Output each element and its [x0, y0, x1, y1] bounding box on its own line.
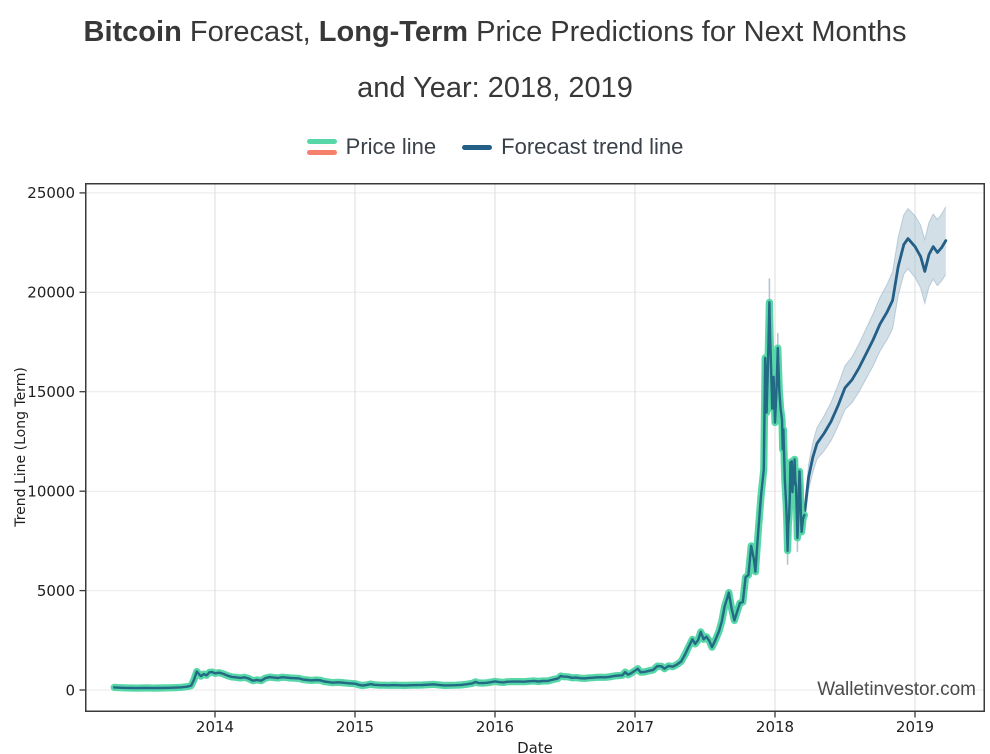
legend-item-forecast: Forecast trend line [462, 134, 683, 160]
x-tick-label: 2017 [616, 718, 654, 736]
confidence-band [804, 206, 946, 523]
title-word-bitcoin: Bitcoin [83, 16, 182, 48]
title-line-1: Bitcoin Forecast, Long-Term Price Predic… [0, 4, 990, 60]
price-line-swatch [306, 139, 337, 155]
x-tick-label: 2019 [896, 718, 934, 736]
title-word-longterm: Long-Term [318, 16, 469, 48]
title-seg-predictions: Price Predictions for Next Months [468, 16, 907, 48]
x-axis-label: Date [517, 739, 553, 754]
plot-border [85, 183, 985, 712]
chart-legend: Price line Forecast trend line [0, 129, 990, 165]
y-tick-label: 5000 [37, 582, 75, 600]
legend-label-price: Price line [345, 134, 437, 159]
plot-svg: 2014 2015 2016 2017 2018 2019 0 5000 10000 15000 2… [13, 183, 985, 754]
green-line-swatch [306, 139, 337, 144]
watermark-text: Walletinvestor.com [817, 679, 976, 700]
x-tick-label: 2016 [476, 718, 514, 736]
legend-label-forecast: Forecast trend line [501, 134, 684, 159]
legend-item-price: Price line [306, 134, 437, 160]
y-tick-label: 20000 [27, 284, 75, 302]
y-tick-label: 15000 [27, 383, 75, 401]
forecast-line-swatch [462, 144, 493, 150]
x-tick-label: 2015 [336, 718, 374, 736]
y-tick-label: 10000 [27, 482, 75, 500]
band-edge-lower [803, 267, 947, 523]
title-seg-forecast: Forecast, [181, 16, 319, 48]
chart-figure: 2014 2015 2016 2017 2018 2019 0 5000 10000 15000 2… [0, 175, 990, 754]
y-axis-label: Trend Line (Long Term) [13, 367, 29, 528]
price-line-core [113, 301, 806, 690]
blue-line-swatch [462, 144, 493, 150]
y-tick-label: 0 [65, 681, 75, 699]
x-tick-label: 2014 [196, 718, 234, 736]
forecast-line-path [803, 237, 948, 517]
band-edge-upper [803, 206, 947, 509]
y-tick-label: 25000 [27, 184, 75, 202]
price-line-glow [110, 298, 808, 692]
page-title: Bitcoin Forecast, Long-Term Price Predic… [0, 4, 990, 116]
title-line-2: and Year: 2018, 2019 [357, 72, 633, 104]
x-tick-label: 2018 [756, 718, 794, 736]
salmon-line-swatch [306, 150, 337, 155]
